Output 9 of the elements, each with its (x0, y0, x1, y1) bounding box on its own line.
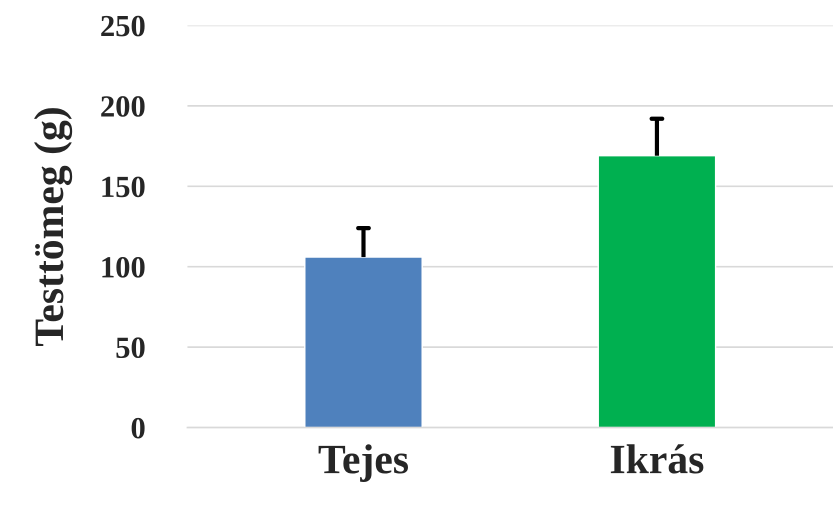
y-tick-label: 0 (132, 418, 145, 438)
y-tick-label: 50 (116, 337, 145, 358)
x-tick-label: Ikrás (610, 444, 704, 474)
y-tick-label: 100 (102, 257, 145, 278)
y-tick-label: 250 (101, 16, 145, 36)
y-tick-label: 200 (101, 96, 145, 117)
x-tick-label: Tejes (318, 444, 408, 482)
y-tick-label: 150 (102, 176, 145, 198)
y-axis-title: Testtömeg (g) (34, 108, 72, 346)
